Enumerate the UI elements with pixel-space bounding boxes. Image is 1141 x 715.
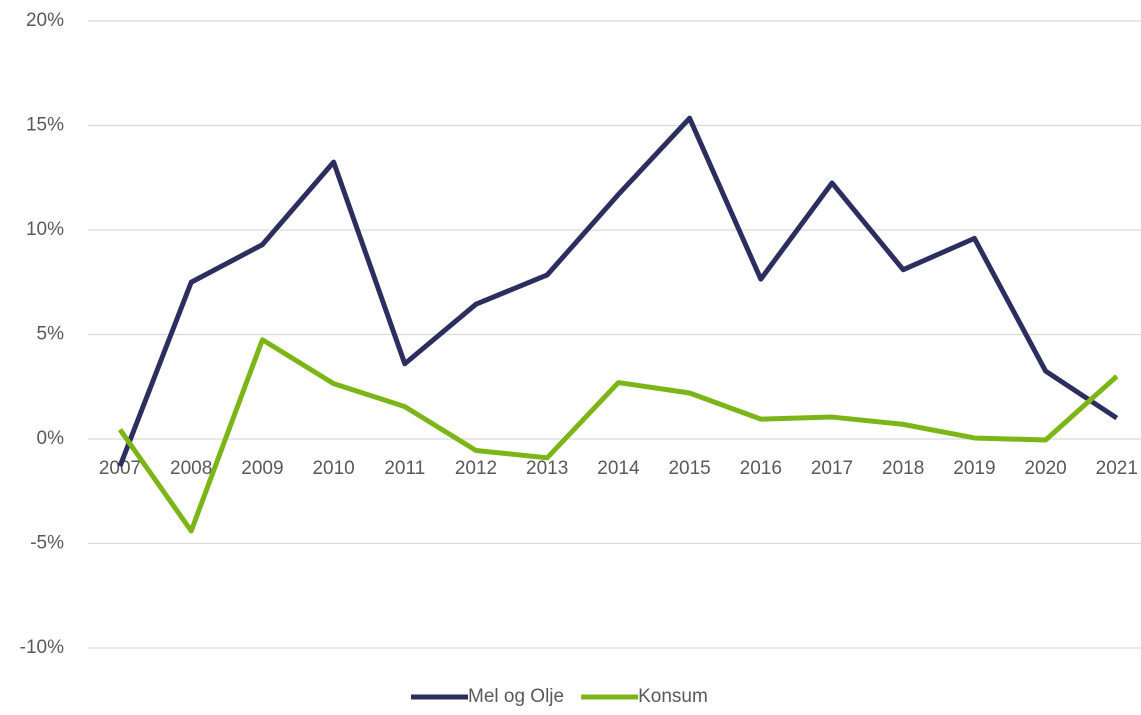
legend-label: Konsum — [638, 686, 708, 707]
y-tick-label: 5% — [37, 324, 65, 345]
x-tick-label: 2021 — [1096, 458, 1138, 479]
x-tick-label: 2019 — [953, 458, 995, 479]
x-tick-label: 2015 — [668, 458, 710, 479]
x-tick-label: 2012 — [455, 458, 497, 479]
x-tick-label: 2017 — [811, 458, 853, 479]
y-tick-label: -10% — [20, 637, 64, 658]
x-tick-label: 2011 — [384, 458, 425, 479]
x-tick-label: 2018 — [882, 458, 924, 479]
x-tick-label: 2014 — [597, 458, 640, 479]
y-tick-label: -5% — [30, 533, 64, 554]
x-tick-label: 2013 — [526, 458, 568, 479]
x-tick-label: 2016 — [740, 458, 782, 479]
y-tick-label: 0% — [37, 428, 65, 449]
legend-label: Mel og Olje — [468, 686, 564, 707]
x-tick-label: 2010 — [312, 458, 354, 479]
line-series — [117, 337, 1119, 534]
line-series — [117, 115, 1119, 468]
y-tick-label: 10% — [26, 219, 64, 240]
x-tick-label: 2020 — [1024, 458, 1066, 479]
x-tick-label: 2007 — [99, 458, 141, 479]
x-tick-label: 2009 — [241, 458, 283, 479]
x-tick-label: 2008 — [170, 458, 212, 479]
y-tick-label: 20% — [26, 10, 64, 31]
y-tick-label: 15% — [26, 115, 64, 136]
